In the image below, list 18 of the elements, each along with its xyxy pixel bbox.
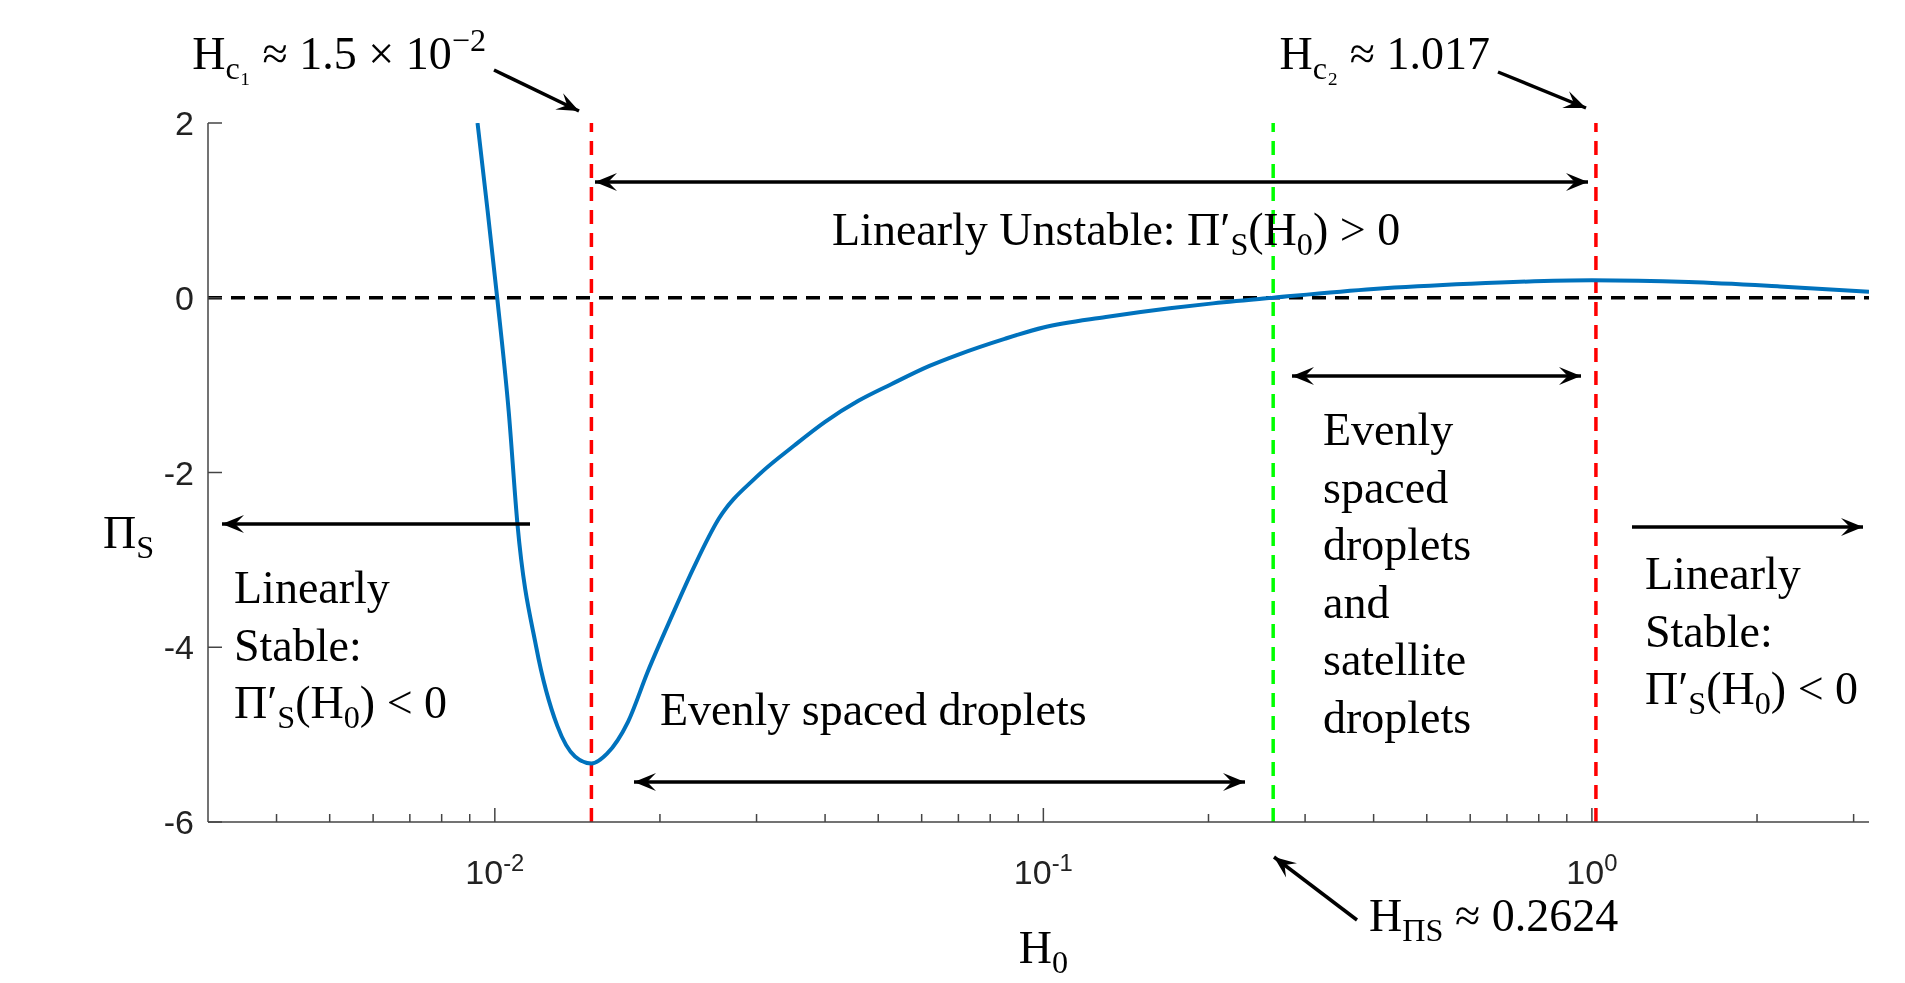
x-tick-label: 10$^{0}$ (1566, 848, 1618, 891)
y-tick-label: 0 (175, 278, 194, 317)
annotation: Linearly Stable: Π′$_{S}$(H$_{0}$) < 0 (1645, 548, 1859, 721)
annotation: Evenly spaced droplets and satellite droplets (1323, 404, 1472, 743)
annotation: Linearly Unstable: Π′$_{S}$(H$_{0}$) > 0 (832, 204, 1401, 262)
x-tick-label: 10$^{-2}$ (465, 848, 525, 891)
annotation: Evenly spaced droplets (660, 684, 1087, 735)
ref-line-label: H$_{ΠS}$ ≈ 0.2624 (1369, 890, 1619, 948)
y-tick-label: 2 (175, 104, 194, 142)
y-tick-label: -4 (163, 628, 194, 667)
y-tick-label: -2 (163, 453, 194, 492)
x-axis-title: H$_{0}$ (1018, 922, 1069, 980)
y-tick-label: -6 (163, 803, 194, 841)
annotation: Linearly Stable: Π′$_{S}$(H$_{0}$) < 0 (234, 562, 448, 735)
ref-line-label: H$_{c₁}$ ≈ 1.5 × 10$^{−2}$ (192, 22, 486, 86)
x-tick-label: 10$^{-1}$ (1013, 848, 1073, 891)
ref-line-label: H$_{c₂}$ ≈ 1.017 (1279, 28, 1490, 86)
y-axis-title: Π$_{S}$ (103, 507, 155, 565)
